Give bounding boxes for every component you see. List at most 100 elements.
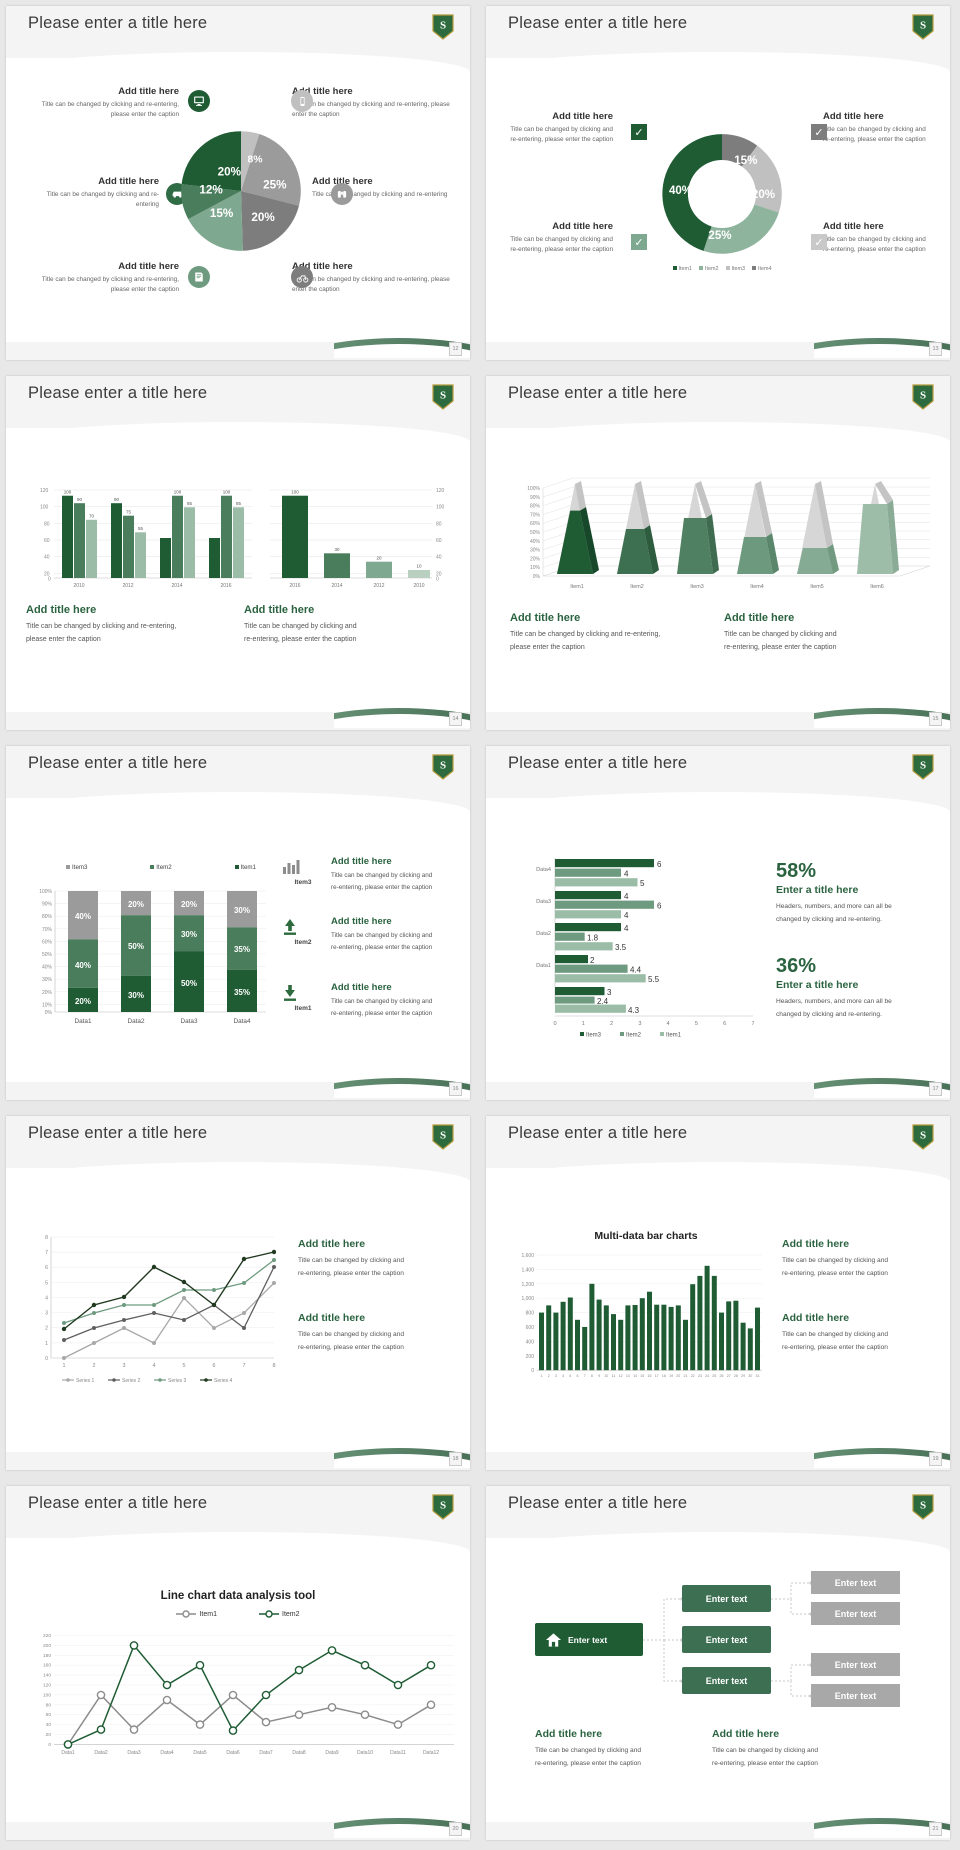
slide-number: 18 — [449, 1452, 462, 1466]
svg-text:S: S — [440, 20, 446, 32]
caption-block-1: Add title here Title can be changed by c… — [26, 604, 216, 646]
slide-number: 21 — [929, 1822, 942, 1836]
svg-text:70: 70 — [89, 514, 95, 519]
chart-title: Line chart data analysis tool — [160, 1590, 316, 1602]
svg-text:40: 40 — [46, 1722, 52, 1728]
flow-leaf-node-4[interactable]: Enter text — [811, 1684, 900, 1707]
svg-text:Data5: Data5 — [193, 1750, 207, 1756]
flow-leaf-node-3[interactable]: Enter text — [811, 1653, 900, 1676]
caption-block-1: Add title here Title can be changed by c… — [782, 1238, 937, 1280]
slide-cell-15[interactable]: Please enter a title here S 100% 90% 80% 7… — [480, 370, 960, 740]
svg-text:Data1: Data1 — [536, 963, 551, 969]
slide-13[interactable]: Please enter a title here S Add title he… — [486, 6, 950, 360]
svg-text:20%: 20% — [251, 211, 275, 224]
slide-cell-19[interactable]: Please enter a title here S Multi-data b… — [480, 1110, 960, 1480]
svg-text:4: 4 — [624, 924, 629, 933]
slide-16[interactable]: Please enter a title here S Item3 Item2 … — [6, 746, 470, 1100]
item-title: Add title here — [118, 261, 179, 272]
flow-mid-node-2[interactable]: Enter text — [682, 1626, 771, 1653]
caption-text: Title can be changed by clicking and re-… — [298, 1257, 405, 1278]
slide-cell-20[interactable]: Please enter a title here S Line chart d… — [0, 1480, 480, 1850]
svg-text:29: 29 — [741, 1374, 745, 1378]
svg-text:90%: 90% — [42, 902, 53, 908]
svg-text:Series 2: Series 2 — [122, 1378, 141, 1384]
svg-text:0: 0 — [45, 1356, 48, 1362]
flow-leaf-node-2[interactable]: Enter text — [811, 1602, 900, 1625]
check-icon-1: ✓ — [631, 124, 647, 140]
svg-text:4: 4 — [667, 1021, 670, 1027]
slide-cell-13[interactable]: Please enter a title here S Add title he… — [480, 0, 960, 370]
cone-3d-chart: 100% 90% 80% 70% 60% 50% 40% 30% 20% 10% 0% — [527, 477, 931, 590]
footer-swoosh — [814, 702, 950, 728]
header-swoosh — [6, 798, 166, 840]
page-title: Please enter a title here — [28, 1124, 208, 1142]
svg-text:20: 20 — [376, 556, 382, 561]
svg-text:220: 220 — [43, 1633, 51, 1639]
page-title: Please enter a title here — [508, 1494, 688, 1512]
slide-20[interactable]: Please enter a title here S Line chart d… — [6, 1486, 470, 1840]
stat-body: Headers, numbers, and more can all be ch… — [776, 903, 892, 923]
flow-root-node[interactable]: Enter text — [535, 1623, 643, 1656]
footer-swoosh — [814, 1442, 950, 1468]
item-title: Add title here — [823, 111, 884, 122]
footer-swoosh — [334, 1812, 470, 1838]
flow-mid-node-3[interactable]: Enter text — [682, 1667, 771, 1694]
slide-cell-14[interactable]: Please enter a title here S 120 100 80 60 4… — [0, 370, 480, 740]
slide-17[interactable]: Please enter a title here S Data4 Data3 Da… — [486, 746, 950, 1100]
svg-text:8: 8 — [591, 1374, 593, 1378]
shield-logo-icon: S — [912, 384, 934, 410]
svg-text:0: 0 — [48, 577, 51, 583]
flow-node-label: Enter text — [834, 1577, 877, 1588]
slide-19[interactable]: Please enter a title here S Multi-data b… — [486, 1116, 950, 1470]
svg-text:800: 800 — [526, 1311, 535, 1317]
slide-cell-18[interactable]: Please enter a title here S 8 7 6 5 4 3 2 1 0 1… — [0, 1110, 480, 1480]
svg-text:5: 5 — [640, 879, 645, 888]
svg-text:6: 6 — [577, 1374, 579, 1378]
svg-text:0: 0 — [436, 577, 439, 583]
svg-text:2014: 2014 — [171, 583, 182, 589]
slide-cell-12[interactable]: Please enter a title here S Add title he… — [0, 0, 480, 370]
flow-leaf-node-1[interactable]: Enter text — [811, 1571, 900, 1594]
svg-text:4: 4 — [624, 911, 629, 920]
svg-text:S: S — [920, 760, 926, 772]
svg-text:60: 60 — [44, 538, 50, 544]
slide-18[interactable]: Please enter a title here S 8 7 6 5 4 3 2 1 0 1… — [6, 1116, 470, 1470]
svg-text:19: 19 — [669, 1374, 673, 1378]
svg-text:Item2: Item2 — [630, 584, 643, 590]
page-title: Please enter a title here — [508, 754, 688, 772]
svg-text:Data6: Data6 — [226, 1750, 240, 1756]
svg-text:140: 140 — [43, 1673, 51, 1679]
slide-cell-16[interactable]: Please enter a title here S Item3 Item2 … — [0, 740, 480, 1110]
svg-text:8: 8 — [45, 1235, 48, 1241]
svg-text:1: 1 — [541, 1374, 543, 1378]
svg-text:Data4: Data4 — [233, 1018, 250, 1025]
page-title: Please enter a title here — [508, 14, 688, 32]
caption-block-2: Add title here Title can be changed by c… — [244, 604, 424, 646]
svg-text:5: 5 — [569, 1374, 571, 1378]
svg-text:Item2: Item2 — [626, 1033, 642, 1039]
svg-text:55: 55 — [138, 526, 144, 531]
slide-cell-21[interactable]: Please enter a title here S Enter text E… — [480, 1480, 960, 1850]
svg-text:Item1: Item1 — [666, 1033, 682, 1039]
svg-text:12%: 12% — [199, 184, 223, 197]
caption-title: Add title here — [244, 604, 315, 616]
svg-text:Series 1: Series 1 — [76, 1378, 95, 1384]
stat-value: 58% — [776, 860, 817, 882]
svg-text:100%: 100% — [39, 889, 52, 895]
item-title: Add title here — [552, 221, 613, 232]
shield-logo-icon: S — [432, 14, 454, 40]
slide-15[interactable]: Please enter a title here S 100% 90% 80% 7… — [486, 376, 950, 730]
slide-14[interactable]: Please enter a title here S 120 100 80 60 4… — [6, 376, 470, 730]
svg-text:100%: 100% — [527, 486, 540, 492]
flow-mid-node-1[interactable]: Enter text — [682, 1585, 771, 1612]
shield-logo-icon: S — [912, 1494, 934, 1520]
svg-text:20%: 20% — [218, 165, 242, 178]
svg-text:S: S — [920, 1130, 926, 1142]
slide-body — [6, 1162, 470, 1452]
slide-21[interactable]: Please enter a title here S Enter text E… — [486, 1486, 950, 1840]
slide-cell-17[interactable]: Please enter a title here S Data4 Data3 Da… — [480, 740, 960, 1110]
svg-text:10: 10 — [604, 1374, 608, 1378]
svg-text:2016: 2016 — [220, 583, 231, 589]
svg-text:4.4: 4.4 — [630, 966, 642, 975]
slide-12[interactable]: Please enter a title here S Add title he… — [6, 6, 470, 360]
